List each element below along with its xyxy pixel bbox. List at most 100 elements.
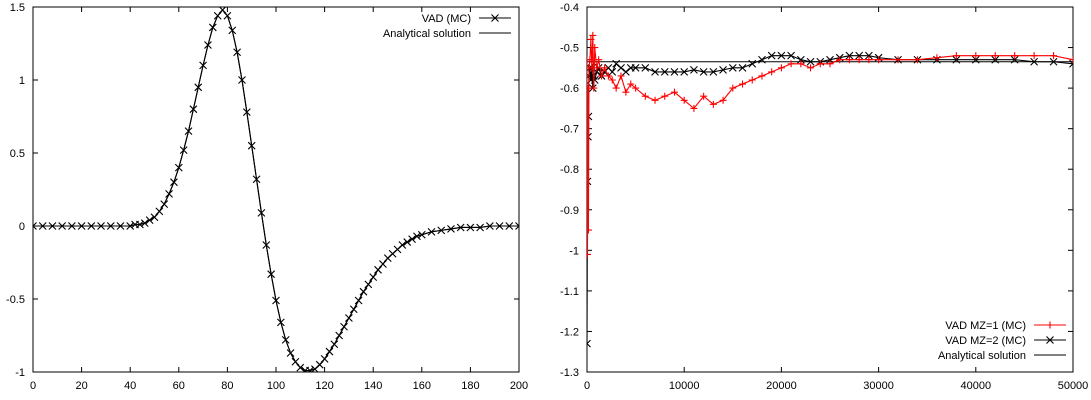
series-0-point — [408, 235, 416, 244]
series-0-point — [777, 64, 785, 72]
series-0-point — [768, 68, 776, 76]
series-0-point — [748, 76, 756, 84]
series-1-point — [719, 65, 727, 74]
series-0-point — [228, 26, 237, 35]
series-1-point — [690, 65, 698, 74]
series-0-point — [218, 7, 227, 14]
series-0-point — [587, 226, 592, 234]
series-0-point — [632, 84, 640, 92]
series-0-point — [189, 105, 198, 114]
x-tick-label: 20 — [75, 380, 87, 392]
series-0-point — [340, 322, 348, 331]
series-0-point — [972, 52, 980, 60]
series-0-point — [87, 222, 96, 230]
series-0-point — [330, 340, 339, 349]
x-tick-label: 180 — [461, 380, 479, 392]
series-0-point — [598, 72, 606, 80]
series-0-point — [97, 222, 105, 230]
series-1-point — [952, 55, 961, 64]
series-0-point — [437, 226, 446, 235]
series-0-point — [617, 72, 625, 80]
series-0-point — [281, 335, 290, 344]
x-tick-label: 60 — [173, 380, 185, 392]
series-1-point — [1030, 57, 1039, 66]
series-0-point — [622, 88, 630, 96]
series-0-point — [670, 88, 678, 96]
series-0-point — [991, 52, 999, 60]
chart-left: 0 20 40 60 80 100 120 140 160 180 200 -1 -0.5 0 0.5 1 1.… — [6, 2, 528, 392]
series-1-point — [660, 67, 669, 76]
x-tick-label: 30000 — [863, 380, 894, 392]
series-0-point — [913, 56, 921, 64]
series-0-point — [797, 60, 805, 68]
series-0-point — [826, 60, 834, 68]
series-line-1 — [33, 9, 519, 372]
series-0 — [587, 31, 1073, 258]
series-0-point — [505, 222, 514, 230]
series-0-point — [272, 296, 280, 305]
series-0-point — [680, 96, 688, 104]
series-0-point — [413, 232, 421, 241]
series-0-point — [174, 163, 183, 172]
series-0 — [33, 7, 519, 372]
series-1-point — [670, 67, 679, 76]
series-0-point — [140, 219, 149, 227]
series-0-point — [739, 80, 747, 88]
series-0-point — [476, 223, 485, 232]
plot-area — [587, 31, 1073, 348]
series-line-0 — [33, 9, 519, 372]
series-1-point — [1049, 57, 1058, 66]
series-line-0 — [587, 35, 1073, 255]
series-1-point — [608, 67, 617, 76]
series-0-point — [1011, 52, 1019, 60]
series-0-point — [933, 54, 941, 62]
series-0-point — [335, 331, 344, 340]
series-0-point — [67, 222, 76, 230]
x-tick-label: 50000 — [1058, 380, 1089, 392]
y-tick-label: -0.9 — [560, 205, 579, 217]
series-0-point — [194, 83, 203, 92]
x-tick-label: 0 — [30, 380, 36, 392]
series-0-point — [345, 314, 353, 322]
series-0-point — [836, 56, 844, 64]
series-0-point — [398, 241, 407, 249]
series-0-point — [364, 280, 373, 289]
series-0-point — [590, 84, 598, 92]
series-line-1 — [587, 55, 1073, 344]
series-0-point — [238, 76, 246, 84]
series-0-point — [155, 207, 164, 216]
legend-label: Analytical solution — [383, 28, 471, 40]
series-1-point — [787, 51, 796, 60]
series-0-point — [374, 265, 382, 274]
series-1-point — [758, 55, 766, 64]
series-0-point — [320, 354, 329, 363]
x-tick-label: 40000 — [961, 380, 992, 392]
series-0-point — [58, 222, 67, 230]
y-tick-label: -0.6 — [560, 83, 579, 95]
series-0-point — [587, 35, 595, 43]
series-0-point — [427, 227, 436, 236]
series-0-point — [875, 56, 883, 64]
x-tick-label: 160 — [413, 380, 431, 392]
series-1 — [33, 9, 519, 372]
series-1-point — [728, 63, 737, 72]
x-tick-label: 80 — [221, 380, 233, 392]
series-0-point — [593, 64, 601, 72]
legend-marker — [1046, 321, 1054, 329]
series-1-point — [826, 55, 834, 64]
series-1-point — [777, 51, 786, 60]
series-0-point — [587, 250, 591, 258]
legend-label: Analytical solution — [938, 350, 1026, 362]
series-0-point — [296, 363, 305, 372]
series-0-point — [807, 64, 815, 72]
series-0-point — [894, 56, 902, 64]
series-1-point — [651, 67, 659, 76]
series-0-point — [600, 64, 608, 72]
series-0-point — [466, 223, 475, 232]
series-0-point — [136, 220, 144, 229]
series-0-point — [787, 60, 795, 68]
series-0-point — [719, 96, 727, 104]
y-tick-label: -1.3 — [560, 367, 579, 379]
series-0-point — [379, 260, 387, 268]
y-tick-label: -1 — [15, 367, 25, 379]
